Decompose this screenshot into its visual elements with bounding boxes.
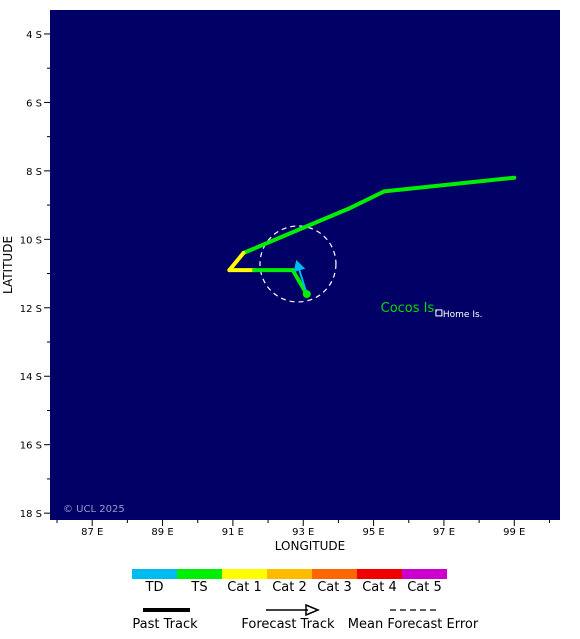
map-plot-area [50,10,560,520]
category-color-legend: TD TS Cat 1 Cat 2 Cat 3 Cat 4 Cat 5 [132,569,447,595]
legend-swatch [312,569,357,579]
legend-swatch [132,569,177,579]
legend-category-label: Cat 5 [407,580,442,595]
mean-forecast-error-circle [259,225,337,303]
y-tick-label: 14 S [20,372,42,383]
x-tick-label: 91 E [222,527,244,538]
past-track-legend-label: Past Track [132,617,198,632]
forecast-track-line [298,270,308,295]
x-tick-label: 87 E [81,527,103,538]
cocos-islands-label: Cocos Is. [381,301,439,316]
past-track-segment [382,175,517,194]
legend-swatch [267,569,312,579]
y-tick-label: 4 S [26,30,42,41]
legend-swatch [402,569,447,579]
legend-category-label: Cat 2 [272,580,307,595]
legend-category-label: TD [145,580,164,595]
y-tick-label: 18 S [20,509,42,520]
past-track-segment [290,268,309,297]
legend-category-label: TS [190,580,207,595]
current-position-marker [302,290,311,299]
forecast-track-legend-label: Forecast Track [241,617,335,632]
forecast-track-arrowhead [293,259,306,273]
y-tick-label: 10 S [20,235,42,246]
legend-category-label: Cat 1 [227,580,262,595]
y-tick-label: 8 S [26,167,42,178]
storm-track [227,175,517,303]
home-island-marker [435,309,443,317]
y-tick-label: 12 S [20,304,42,315]
copyright-text: © UCL 2025 [63,504,125,515]
x-tick-label: 97 E [433,527,455,538]
legend-category-label: Cat 3 [317,580,352,595]
legend-swatch [177,569,222,579]
x-axis-title: LONGITUDE [275,539,345,553]
x-tick-label: 95 E [362,527,384,538]
legend-swatch [222,569,267,579]
y-axis-title: LATITUDE [1,236,15,294]
axis-ticks: 87 E 89 E 91 E 93 E 95 E 97 E 99 E 4 S 6 S 8 S 10 … [20,30,550,538]
home-island-label: Home Is. [443,310,483,320]
mean-error-legend-label: Mean Forecast Error [348,617,479,632]
past-track-segment [241,206,351,256]
x-tick-label: 93 E [292,527,314,538]
x-tick-label: 89 E [151,527,173,538]
y-tick-label: 6 S [26,98,42,109]
forecast-track-legend-arrowhead [305,603,320,617]
legend-category-label: Cat 4 [362,580,397,595]
legend-swatch [357,569,402,579]
y-tick-label: 16 S [20,441,42,452]
x-tick-label: 99 E [503,527,525,538]
past-track-segment [346,189,387,211]
past-track-segment [227,251,246,273]
